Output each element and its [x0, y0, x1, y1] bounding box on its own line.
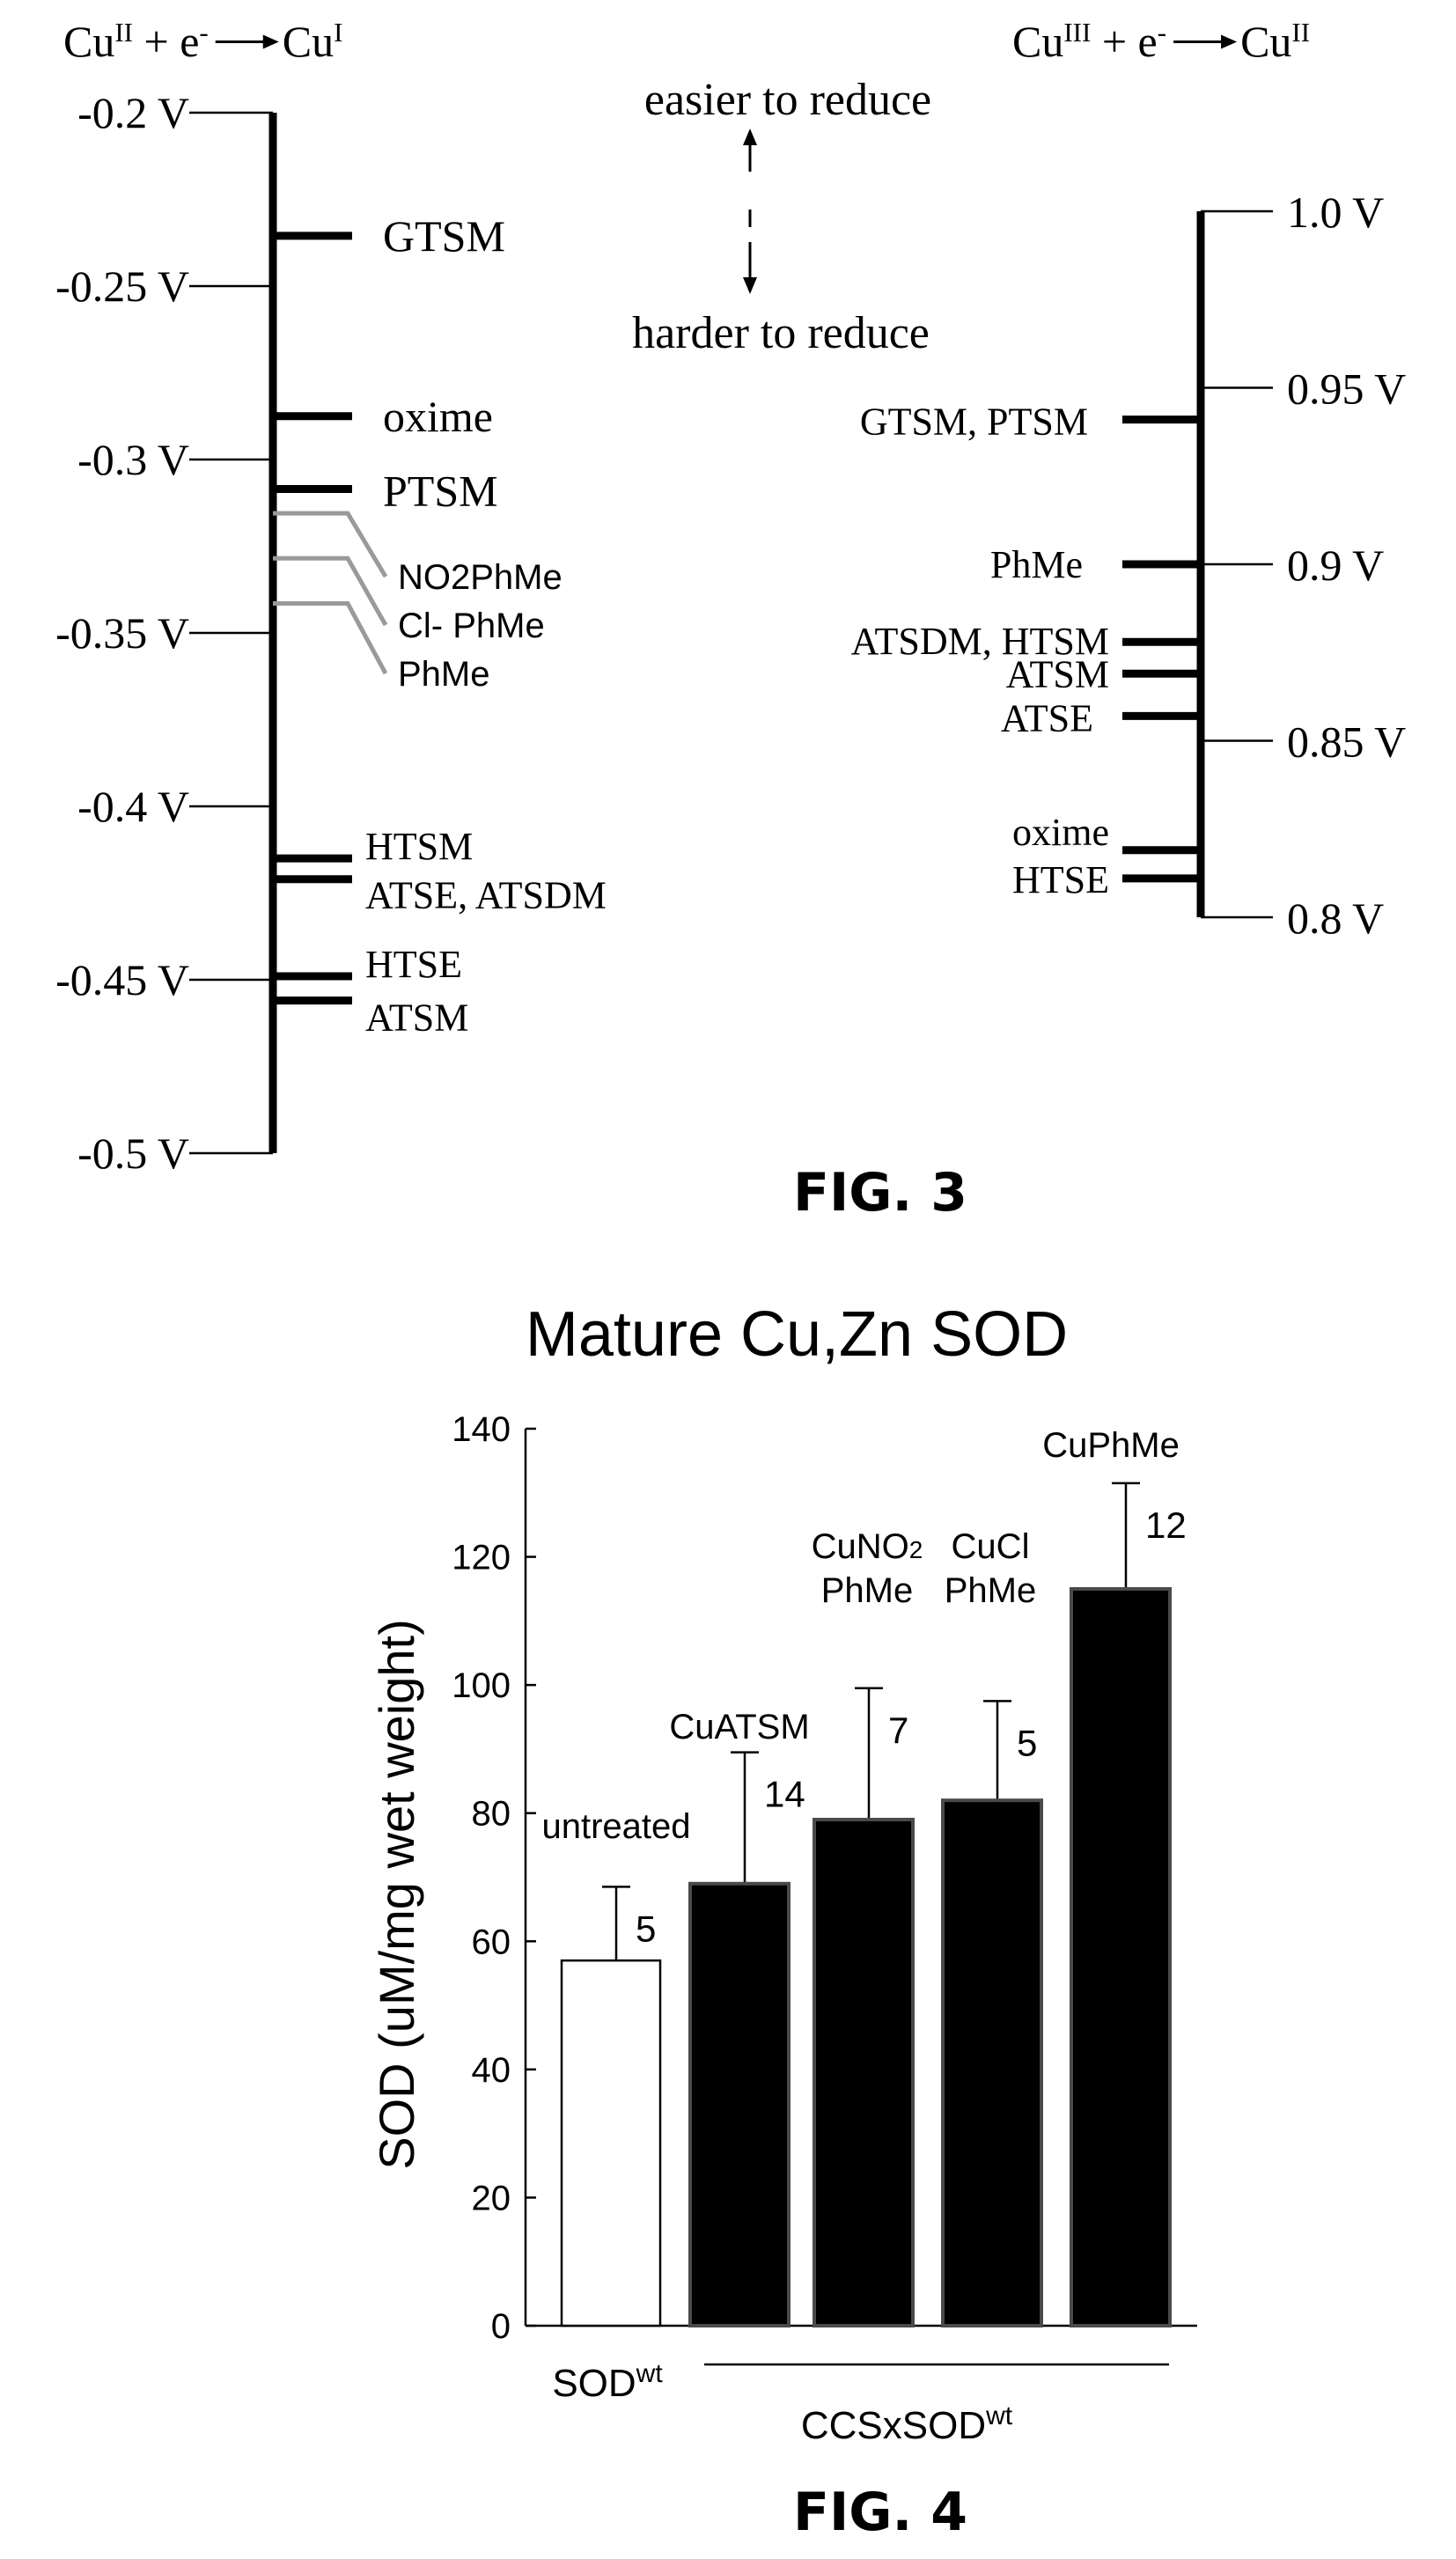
right-tick-label: 0.95 V: [1287, 364, 1406, 414]
bar: [688, 1881, 791, 2327]
left-marker-label-phme: PhMe: [398, 655, 490, 694]
right-marker-label-atse: ATSE: [1001, 696, 1093, 739]
group-labels: SODwt CCSxSODwt: [552, 2359, 1169, 2448]
right-marker-label-gtsm-ptsm: GTSM, PTSM: [860, 401, 1088, 444]
right-reaction: CuIII + e- CuII: [1012, 17, 1310, 67]
bar-category-label: CuPhMe: [1042, 1426, 1180, 1465]
left-marker-label-cl-phme: Cl- PhMe: [398, 607, 545, 645]
left-tick-label: -0.25 V: [55, 261, 189, 311]
left-tick-label: -0.3 V: [77, 435, 189, 484]
left-tick-label: -0.5 V: [77, 1129, 189, 1178]
right-tick-label: 0.8 V: [1287, 893, 1384, 943]
left-reaction-product: CuI: [283, 17, 343, 67]
fig3-reduction-potentials: CuII + e- CuI -0.2 V -0.25 V -0.3 V -0.35 V -0…: [55, 17, 1406, 1224]
right-marker-label-oxime: oxime: [1012, 811, 1109, 854]
left-marker-label-atse-atsdm: ATSE, ATSDM: [365, 874, 607, 917]
left-marker-leader: [273, 555, 388, 627]
left-marker-label-htsm: HTSM: [365, 825, 473, 868]
left-reaction: CuII + e- CuI: [63, 17, 342, 67]
left-marker-label-gtsm: GTSM: [383, 211, 505, 261]
n-label: 5: [1017, 1722, 1037, 1763]
left-marker-leader: [273, 601, 388, 675]
y-tick-label: 80: [472, 1795, 511, 1834]
bar-category-label: untreated: [541, 1807, 690, 1846]
left-reaction-arrow-icon: [262, 34, 279, 49]
n-label: 7: [888, 1710, 908, 1751]
group-label-ccsxsod: CCSxSODwt: [801, 2401, 1013, 2448]
bar-category-label: CuATSM: [669, 1708, 809, 1746]
y-tick-label: 120: [452, 1539, 511, 1577]
bar-series: 5 untreated 14 CuATSM 7 CuNO2 PhMe 5 CuCl PhMe 12 C…: [541, 1426, 1187, 2328]
right-marker-label-htse: HTSE: [1012, 858, 1109, 901]
left-tick-label: -0.45 V: [55, 955, 189, 1004]
left-tick-label: -0.35 V: [55, 608, 189, 658]
n-label: 14: [764, 1774, 805, 1815]
group-label-sod: SODwt: [552, 2359, 663, 2406]
left-marker-label-ptsm: PTSM: [383, 466, 498, 515]
n-label: 12: [1145, 1504, 1187, 1546]
bar-group: 5 untreated: [541, 1807, 691, 2327]
bar-group: 5 CuCl PhMe: [941, 1527, 1043, 2327]
bar-group: 7 CuNO2 PhMe: [812, 1527, 923, 2328]
right-marker-label-atsm: ATSM: [1006, 652, 1109, 695]
right-marker-label-atsdm-htsm: ATSDM, HTSM: [851, 620, 1109, 663]
bar: [941, 1798, 1043, 2327]
left-marker-label-htse: HTSE: [365, 943, 462, 986]
fig4-bar-chart: Mature Cu,Zn SOD SOD (uM/mg wet weight) …: [369, 1299, 1197, 2543]
y-tick-label: 20: [472, 2179, 511, 2217]
reduction-legend: easier to reduce harder to reduce: [632, 75, 931, 358]
bar: [1070, 1586, 1172, 2327]
y-axis-label: SOD (uM/mg wet weight): [369, 1619, 424, 2170]
n-label: 5: [636, 1908, 656, 1949]
easier-to-reduce-label: easier to reduce: [644, 75, 931, 125]
bar-category-label: CuCl: [952, 1527, 1030, 1566]
y-tick-label: 100: [452, 1666, 511, 1705]
left-potential-scale: CuII + e- CuI -0.2 V -0.25 V -0.3 V -0.35 V -0…: [55, 17, 607, 1179]
left-marker-label-atsm: ATSM: [365, 996, 468, 1040]
left-reaction-text: CuII + e-: [63, 17, 209, 67]
right-reaction-product: CuII: [1240, 17, 1310, 67]
double-arrow-icon: [743, 129, 757, 294]
y-tick-label: 140: [452, 1410, 511, 1449]
left-tick-label: -0.4 V: [77, 782, 189, 831]
bar-group: 14 CuATSM: [669, 1708, 810, 2327]
left-tick-label: -0.2 V: [77, 88, 189, 137]
bar-category-label: CuNO2: [812, 1527, 923, 1566]
bar: [813, 1817, 915, 2328]
y-tick-label: 0: [491, 2307, 511, 2346]
bar-group: 12 CuPhMe: [1042, 1426, 1187, 2327]
bar-category-label: PhMe: [821, 1571, 914, 1610]
right-reaction-arrow-icon: [1221, 34, 1238, 49]
right-tick-label: 0.9 V: [1287, 540, 1384, 590]
fig3-caption: FIG. 3: [793, 1162, 967, 1224]
y-tick-label: 40: [472, 2051, 511, 2090]
right-potential-scale: CuIII + e- CuII 1.0 V 0.95 V 0.9 V 0.85 V 0.8 …: [851, 17, 1407, 944]
y-tick-label: 60: [472, 1923, 511, 1961]
left-marker-label-oxime: oxime: [383, 392, 493, 441]
bar: [560, 1959, 662, 2327]
right-tick-label: 0.85 V: [1287, 717, 1406, 767]
harder-to-reduce-label: harder to reduce: [632, 308, 930, 358]
left-marker-label-no2phme: NO2PhMe: [398, 558, 563, 597]
right-marker-label-phme: PhMe: [990, 543, 1083, 586]
fig4-caption: FIG. 4: [793, 2482, 967, 2543]
right-tick-label: 1.0 V: [1287, 188, 1384, 237]
right-reaction-text: CuIII + e-: [1012, 17, 1166, 67]
bar-category-label: PhMe: [945, 1571, 1037, 1610]
left-marker-leader: [273, 511, 388, 578]
chart-title: Mature Cu,Zn SOD: [526, 1299, 1068, 1370]
